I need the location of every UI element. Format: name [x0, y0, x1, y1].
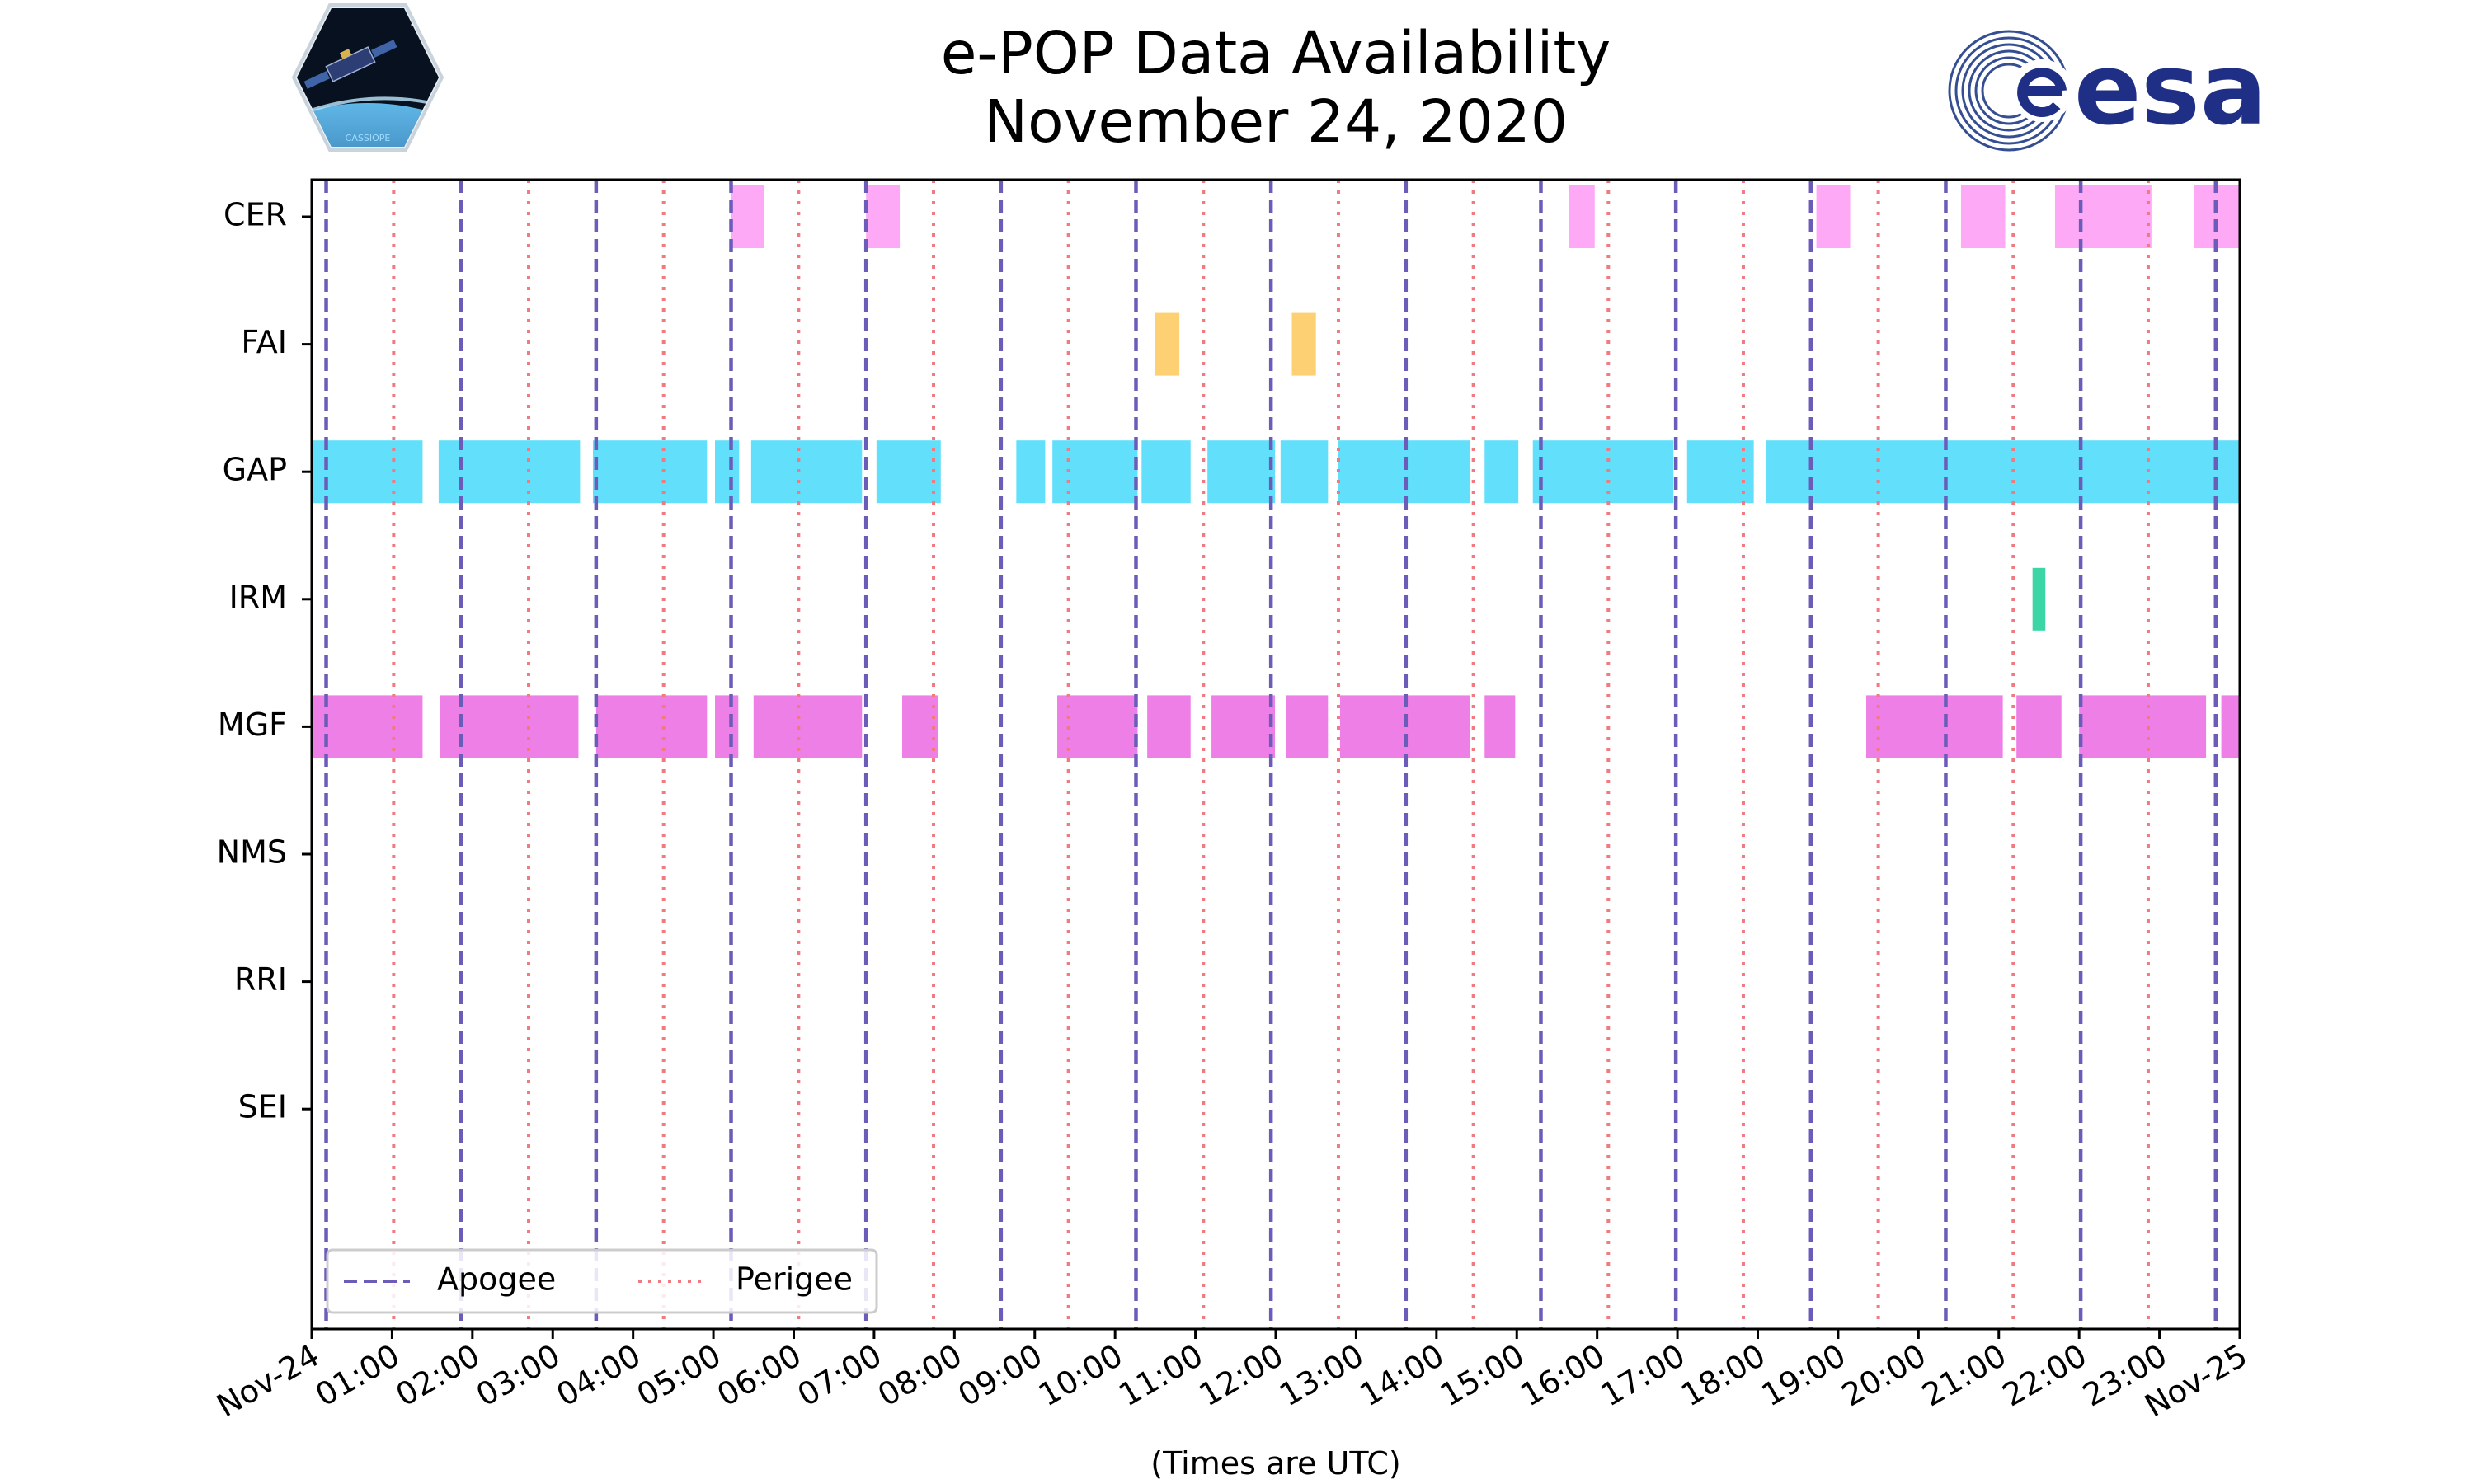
- bar-mgf-15: [2221, 695, 2240, 758]
- chart-title-line-1: e-POP Data Availability: [941, 19, 1611, 87]
- bar-gap-6: [1016, 440, 1046, 504]
- availability-bars: [312, 186, 2240, 758]
- x-tick-label-12: 12:00: [1193, 1337, 1290, 1414]
- y-tick-label-cer: CER: [223, 197, 287, 233]
- x-tick-label-21: 21:00: [1916, 1337, 2012, 1414]
- orbit-reference-lines: [324, 180, 2218, 1329]
- bar-cer-4: [1960, 186, 2006, 248]
- legend-apogee-label: Apogee: [437, 1261, 556, 1298]
- y-tick-label-gap: GAP: [223, 452, 287, 488]
- bar-gap-11: [1338, 440, 1470, 504]
- bar-gap-15: [1766, 440, 2240, 504]
- bar-mgf-11: [1484, 695, 1516, 758]
- chart-title: e-POP Data Availability November 24, 202…: [941, 19, 1611, 156]
- x-tick-label-13: 13:00: [1273, 1337, 1370, 1414]
- x-tick-label-16: 16:00: [1514, 1337, 1611, 1414]
- x-tick-label-22: 22:00: [1997, 1337, 2093, 1414]
- bar-fai-1: [1291, 312, 1316, 376]
- svg-text:CASSIOPE: CASSIOPE: [346, 133, 391, 143]
- x-tick-label-1: 01:00: [309, 1337, 406, 1414]
- bar-cer-0: [731, 186, 764, 248]
- bar-gap-5: [876, 440, 941, 504]
- chart-title-line-2: November 24, 2020: [984, 87, 1568, 156]
- bar-mgf-4: [753, 695, 863, 758]
- bar-cer-3: [1816, 186, 1851, 248]
- bar-mgf-3: [715, 695, 739, 758]
- y-tick-label-nms: NMS: [217, 834, 287, 871]
- bar-mgf-13: [2016, 695, 2062, 758]
- y-tick-label-sei: SEI: [238, 1089, 287, 1125]
- bar-mgf-7: [1147, 695, 1191, 758]
- svg-text:esa: esa: [2074, 33, 2267, 148]
- x-axis-ticks: Nov-2401:0002:0003:0004:0005:0006:0007:0…: [210, 1329, 2254, 1425]
- x-tick-label-15: 15:00: [1434, 1337, 1531, 1414]
- y-axis-ticks: CER FAI GAP IRM MGF NMS RRI SEI: [217, 197, 312, 1125]
- bar-mgf-8: [1211, 695, 1276, 758]
- bar-gap-7: [1052, 440, 1138, 504]
- x-axis-label: (Times are UTC): [1150, 1445, 1400, 1482]
- bar-cer-1: [866, 186, 901, 248]
- bar-gap-10: [1280, 440, 1329, 504]
- y-tick-label-rri: RRI: [234, 961, 287, 998]
- bar-gap-4: [750, 440, 863, 504]
- bar-mgf-1: [440, 695, 579, 758]
- bar-irm-0: [2032, 567, 2046, 631]
- bar-gap-13: [1532, 440, 1674, 504]
- x-tick-label-2: 02:00: [389, 1337, 486, 1414]
- bar-mgf-2: [595, 695, 708, 758]
- bar-gap-8: [1141, 440, 1191, 504]
- x-tick-label-19: 19:00: [1756, 1337, 1852, 1414]
- x-tick-label-0: Nov-24: [210, 1337, 325, 1425]
- bar-gap-3: [715, 440, 740, 504]
- bar-gap-1: [438, 440, 581, 504]
- x-tick-label-4: 04:00: [550, 1337, 647, 1414]
- x-tick-label-11: 11:00: [1112, 1337, 1209, 1414]
- bar-mgf-14: [2079, 695, 2207, 758]
- bar-cer-2: [1569, 186, 1595, 248]
- y-tick-label-mgf: MGF: [218, 707, 287, 743]
- bar-cer-6: [2194, 186, 2240, 248]
- legend: Apogee Perigee: [326, 1248, 878, 1314]
- bar-gap-2: [592, 440, 708, 504]
- x-tick-label-9: 09:00: [952, 1337, 1048, 1414]
- x-tick-label-6: 06:00: [711, 1337, 807, 1414]
- x-tick-label-7: 07:00: [792, 1337, 888, 1414]
- x-tick-label-10: 10:00: [1032, 1337, 1129, 1414]
- bar-mgf-0: [312, 695, 423, 758]
- y-tick-label-fai: FAI: [241, 324, 287, 360]
- y-tick-label-irm: IRM: [229, 579, 287, 615]
- x-tick-label-20: 20:00: [1836, 1337, 1932, 1414]
- x-tick-label-8: 08:00: [872, 1337, 968, 1414]
- legend-box: [326, 1248, 878, 1314]
- x-tick-label-18: 18:00: [1675, 1337, 1771, 1414]
- bar-cer-5: [2054, 186, 2152, 248]
- x-tick-label-17: 17:00: [1595, 1337, 1691, 1414]
- bar-fai-0: [1155, 312, 1180, 376]
- bar-mgf-12: [1866, 695, 2003, 758]
- bar-gap-0: [312, 440, 423, 504]
- legend-perigee-label: Perigee: [736, 1261, 853, 1298]
- x-tick-label-14: 14:00: [1353, 1337, 1450, 1414]
- x-tick-label-3: 03:00: [470, 1337, 567, 1414]
- x-tick-label-5: 05:00: [631, 1337, 727, 1414]
- bar-gap-12: [1484, 440, 1519, 504]
- bar-mgf-9: [1286, 695, 1329, 758]
- esa-logo: esa: [1948, 30, 2267, 152]
- bar-mgf-6: [1057, 695, 1138, 758]
- bar-gap-9: [1207, 440, 1276, 504]
